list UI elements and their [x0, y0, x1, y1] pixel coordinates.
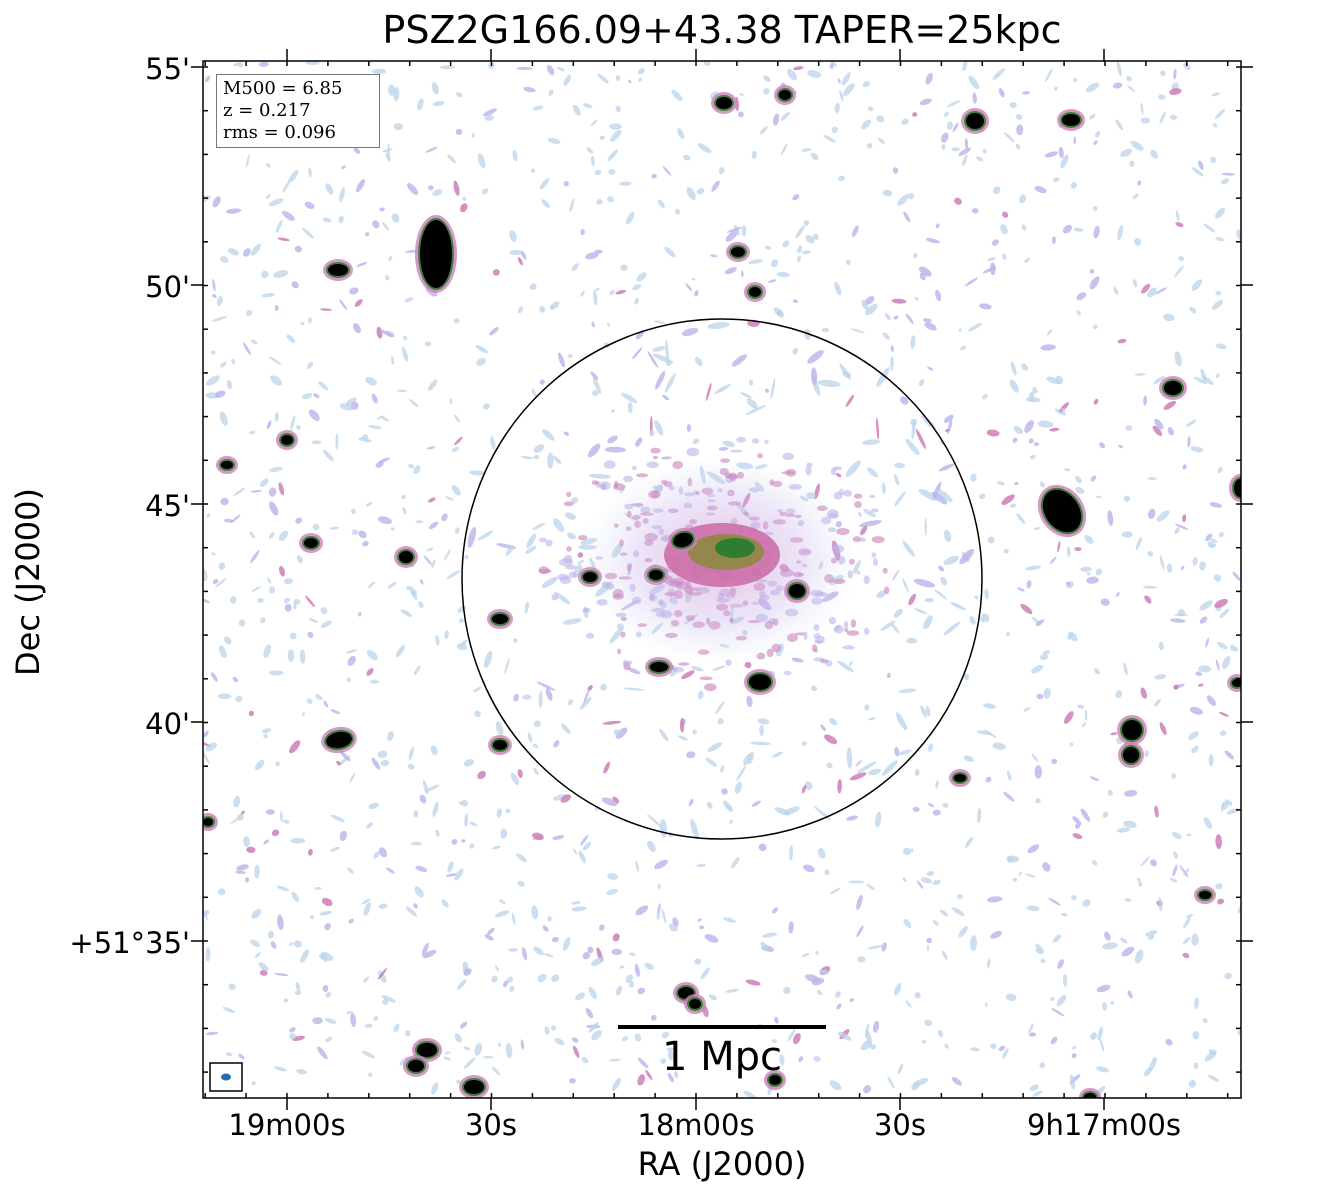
- radio-source: [949, 769, 971, 787]
- radio-source: [321, 726, 357, 754]
- rms-text: rms = 0.096: [223, 122, 336, 143]
- radio-source: [684, 994, 706, 1014]
- r500-circle: [461, 318, 983, 840]
- x-tick-label: 18m00s: [637, 1108, 755, 1142]
- radio-source: [415, 215, 457, 293]
- radio-source: [784, 579, 810, 603]
- radio-source: [764, 1070, 786, 1090]
- radio-source: [487, 609, 513, 629]
- radio-source: [1194, 886, 1216, 904]
- radio-source: [644, 565, 668, 585]
- radio-source: [403, 1055, 429, 1077]
- x-axis-label: RA (J2000): [637, 1145, 807, 1183]
- point-sources-layer: [203, 85, 1241, 1098]
- radio-source: [1057, 109, 1085, 131]
- radio-source: [711, 92, 737, 114]
- scale-bar-label: 1 Mpc: [661, 1034, 783, 1080]
- x-tick-label: 30s: [464, 1108, 517, 1142]
- cluster-halo-emission: [580, 455, 860, 665]
- redshift-text: z = 0.217: [223, 100, 311, 121]
- figure-title: PSZ2G166.09+43.38 TAPER=25kpc: [382, 8, 1062, 52]
- radio-source: [1117, 715, 1147, 745]
- radio-source: [1118, 742, 1144, 768]
- y-tick-label: +51°35': [69, 926, 190, 960]
- cluster-info-box: M500 = 6.85 z = 0.217 rms = 0.096: [216, 74, 380, 148]
- radio-source: [961, 108, 989, 134]
- y-tick-label: 45': [145, 489, 190, 523]
- radio-source: [1227, 674, 1241, 692]
- radio-source: [299, 533, 323, 553]
- radio-source: [203, 813, 218, 831]
- m500-text: M500 = 6.85: [223, 78, 343, 99]
- radio-source: [459, 1075, 489, 1098]
- plot-frame: [202, 60, 1242, 1099]
- radio-source: [216, 456, 238, 474]
- radio-source: [645, 657, 673, 677]
- radio-source: [276, 430, 298, 450]
- y-tick-label: 50': [145, 270, 190, 304]
- radio-source: [744, 282, 766, 302]
- radio-source: [394, 546, 418, 568]
- y-tick-label: 55': [145, 52, 190, 86]
- x-tick-label: 9h17m00s: [1027, 1108, 1181, 1142]
- radio-source: [1079, 1088, 1101, 1098]
- radio-source: [668, 527, 698, 553]
- radio-source: [1159, 376, 1187, 400]
- radio-source: [1229, 474, 1241, 502]
- radio-source: [488, 735, 512, 755]
- x-tick-label: 19m00s: [228, 1108, 346, 1142]
- x-tick-label: 30s: [873, 1108, 926, 1142]
- beam-ellipse: [221, 1073, 231, 1081]
- radio-source: [1037, 484, 1087, 538]
- radio-source: [578, 567, 602, 587]
- radio-source: [323, 259, 353, 281]
- y-tick-label: 40': [145, 707, 190, 741]
- radio-source: [774, 85, 796, 105]
- axis-ticks: [191, 49, 1253, 1110]
- radio-source: [744, 669, 776, 695]
- radio-source: [726, 242, 750, 262]
